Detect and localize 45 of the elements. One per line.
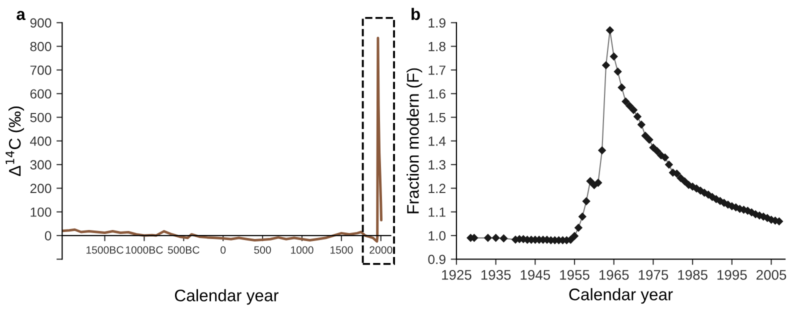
line-series bbox=[62, 36, 383, 243]
y-tick-label: 400 bbox=[30, 136, 52, 146]
x-tick-label: 1985 bbox=[678, 270, 708, 280]
x-tick-label: 2005 bbox=[756, 270, 786, 280]
x-tick-label: 1925 bbox=[442, 270, 472, 280]
y-tick-label: 200 bbox=[30, 184, 52, 194]
y-axis-title: Fraction modern (F) bbox=[406, 68, 422, 214]
x-tick-label: 1000 bbox=[291, 246, 314, 254]
y-tick-label: 800 bbox=[30, 42, 52, 52]
x-tick-label: 1500BC bbox=[86, 246, 124, 254]
x-tick-label: 1500 bbox=[330, 246, 353, 254]
x-tick-label: 1000BC bbox=[126, 246, 163, 254]
y-tick-label: 1.2 bbox=[428, 184, 446, 194]
y-tick-label: 1.8 bbox=[428, 42, 446, 52]
y-tick-label: 1.7 bbox=[428, 66, 446, 75]
x-tick-label: 1995 bbox=[718, 270, 747, 280]
y-tick-label: 1.0 bbox=[428, 231, 446, 240]
y-tick-label: 1.6 bbox=[428, 89, 446, 99]
y-tick-label: 1.4 bbox=[428, 136, 446, 146]
y-tick-label: 1.5 bbox=[428, 112, 446, 122]
y-tick-label: 600 bbox=[30, 89, 52, 99]
y-tick-label: 1.3 bbox=[428, 160, 446, 170]
y-tick-label: 0 bbox=[44, 231, 52, 240]
x-tick-label: 1955 bbox=[560, 270, 590, 280]
x-tick-label: 1935 bbox=[481, 270, 511, 280]
chart-title: a bbox=[16, 10, 26, 20]
y-tick-label: 300 bbox=[30, 160, 52, 170]
x-tick-label: 500BC bbox=[168, 246, 200, 254]
chart-title: b bbox=[412, 8, 420, 20]
x-axis-title: Calendar year bbox=[174, 289, 279, 305]
y-axis-title: Δ$^{14}$C (‰) bbox=[6, 106, 24, 176]
x-tick-label: 1975 bbox=[638, 270, 668, 280]
x-tick-label: 1945 bbox=[520, 270, 550, 280]
y-tick-label: 0.9 bbox=[428, 254, 446, 264]
y-tick-label: 1.1 bbox=[428, 208, 446, 217]
x-tick-label: 500 bbox=[254, 246, 271, 254]
x-axis-title: Calendar year bbox=[569, 288, 673, 304]
y-tick-label: 100 bbox=[30, 207, 52, 217]
x-tick-label: 2000 bbox=[370, 246, 392, 254]
x-tick-label: 0 bbox=[220, 246, 226, 254]
y-tick-label: 500 bbox=[30, 112, 52, 122]
y-tick-label: 900 bbox=[30, 18, 52, 28]
x-tick-label: 1965 bbox=[599, 270, 629, 280]
y-tick-label: 700 bbox=[30, 66, 52, 75]
y-tick-label: 1.9 bbox=[428, 18, 446, 28]
